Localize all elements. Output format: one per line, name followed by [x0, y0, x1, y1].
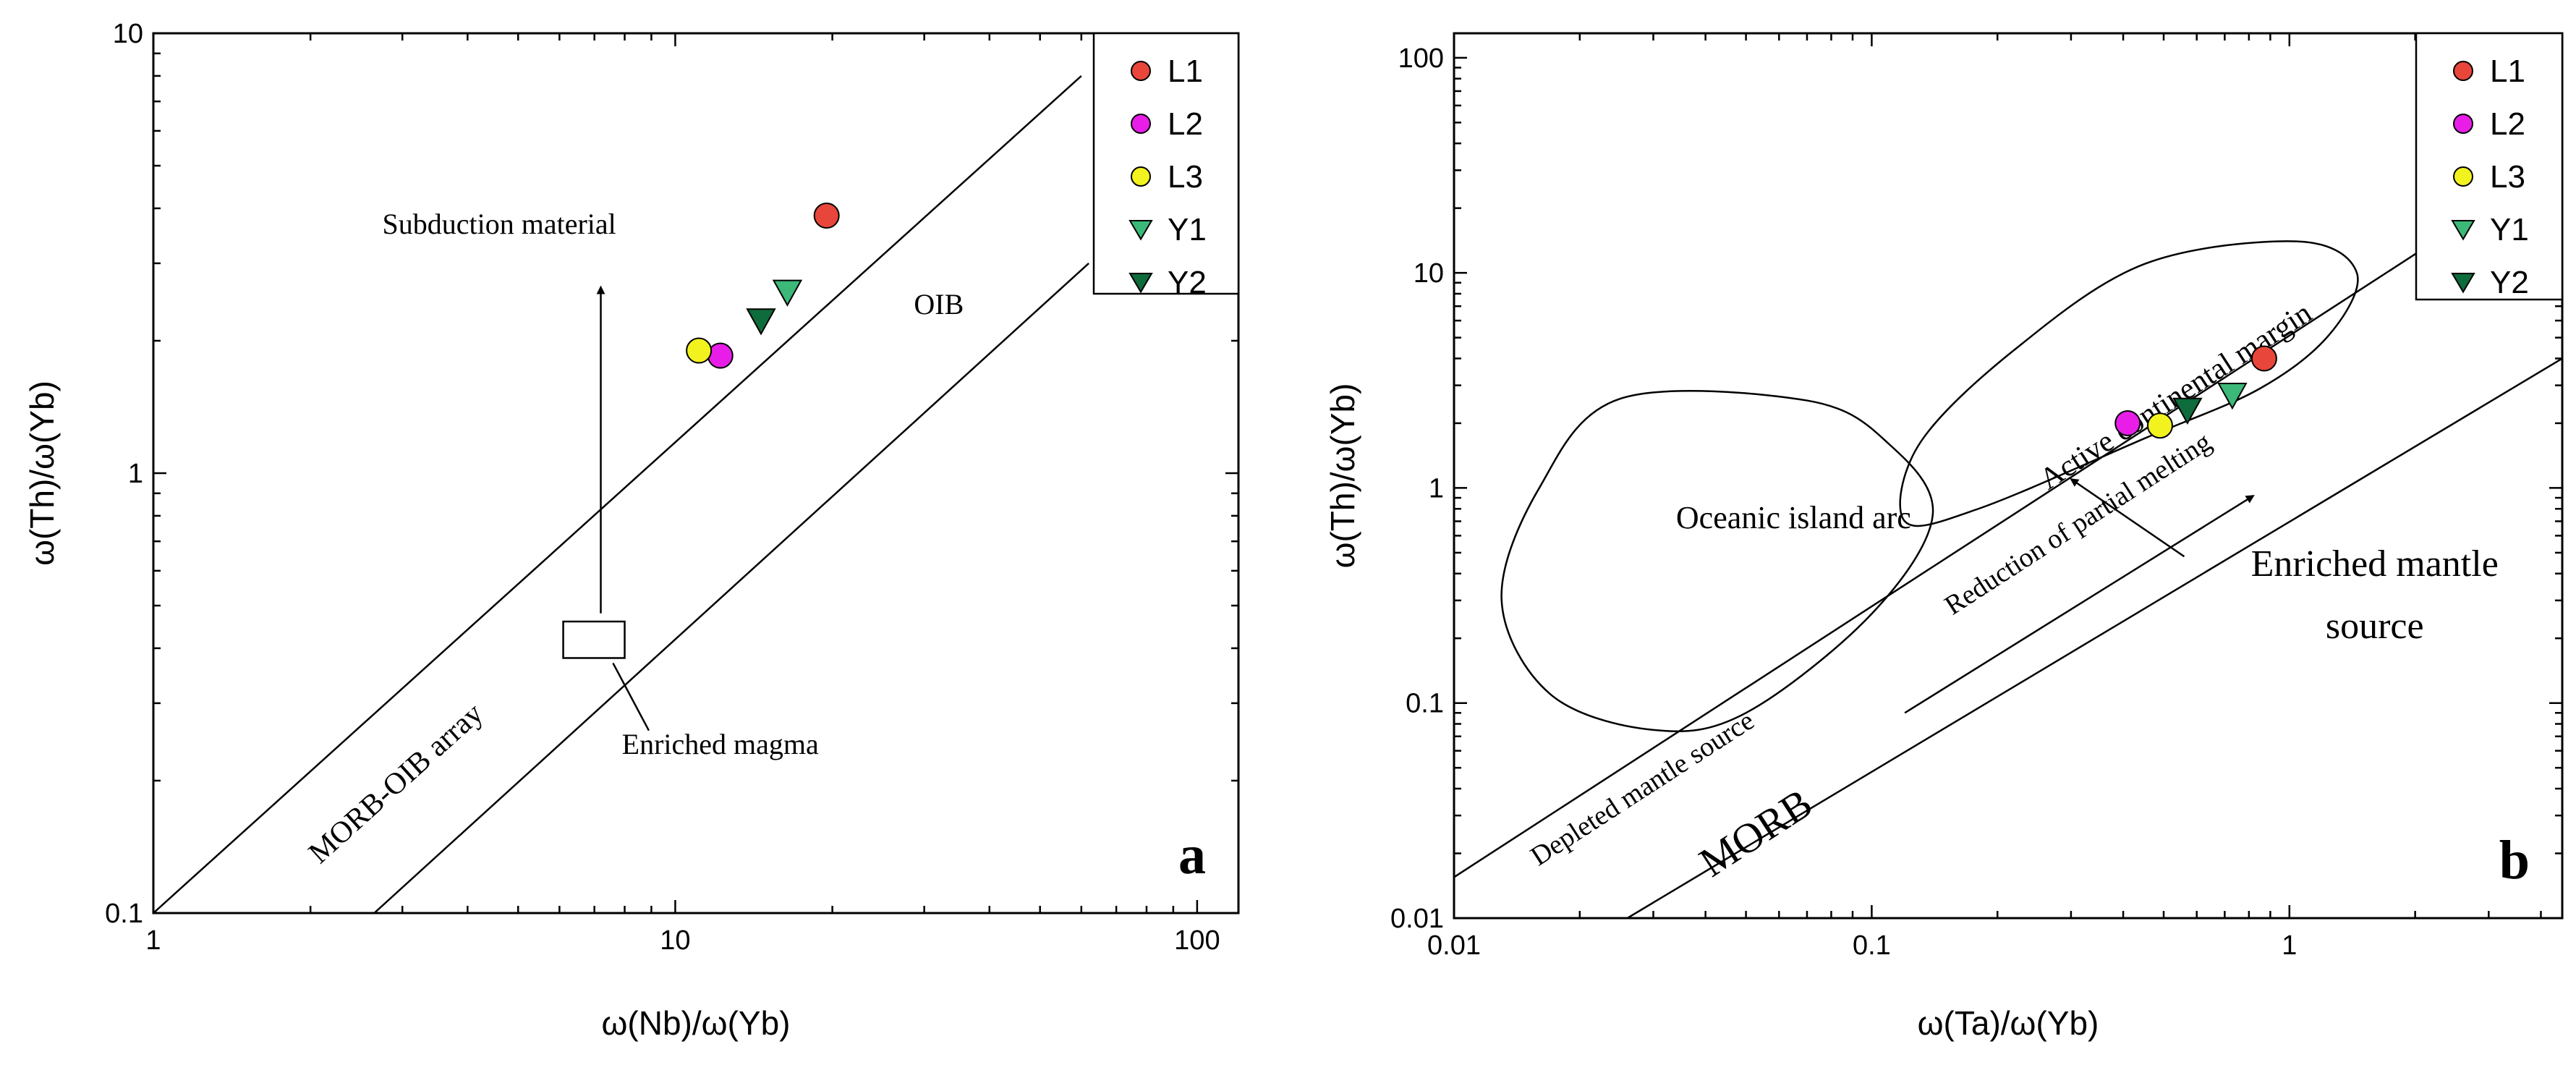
legend-label-L2: L2 [2490, 106, 2525, 142]
point-L1 [813, 203, 840, 229]
legend-marker-Y2 [1128, 273, 1153, 294]
legend: L1 L2 L3 Y1 Y2 [1092, 32, 1240, 300]
annotation-enriched: Enriched magma [622, 728, 819, 760]
x-axis-label: ω(Nb)/ω(Yb) [602, 1004, 791, 1042]
x-tick-label: 100 [1174, 925, 1220, 956]
x-tick-label: 1 [145, 925, 161, 956]
legend-label-L2: L2 [1168, 106, 1203, 142]
point-Y2 [746, 308, 776, 336]
legend-marker-L1 [1131, 61, 1151, 81]
active-continental-margin-field [1899, 240, 2359, 527]
y-tick-label: 0.1 [105, 899, 143, 929]
y-axis-label: ω(Th)/ω(Yb) [1324, 383, 1361, 569]
legend-label-Y1: Y1 [2490, 212, 2529, 247]
legend-marker-L2 [2453, 114, 2473, 134]
panel-label: a [1178, 825, 1206, 886]
y-tick-label: 10 [113, 19, 143, 49]
point-Y1 [772, 279, 803, 307]
y-tick-label: 1 [1429, 473, 1444, 504]
legend-marker-L1 [2453, 61, 2473, 81]
lower-array-line [373, 262, 1089, 913]
partial-melting-arrow [1904, 495, 2255, 714]
x-tick-label: 0.01 [1427, 930, 1481, 961]
legend-label-L3: L3 [1168, 159, 1203, 195]
legend-marker-Y1 [2451, 220, 2475, 241]
plot-frame [1453, 32, 2564, 920]
legend-label-L1: L1 [1168, 54, 1203, 89]
y-axis-label: ω(Th)/ω(Yb) [23, 381, 61, 566]
annotation-array: MORB-OIB array [302, 697, 490, 870]
annotation-subduction: Subduction material [383, 208, 616, 240]
y-tick-label: 1 [128, 459, 143, 489]
annotation-morb: MORB [1691, 779, 1821, 886]
legend-marker-L3 [1131, 166, 1151, 187]
legend-marker-Y1 [1128, 220, 1153, 241]
enriched-magma-pointer [612, 662, 650, 731]
panel-label: b [2499, 830, 2530, 891]
legend: L1 L2 L3 Y1 Y2 [2415, 32, 2564, 301]
point-L2 [2114, 410, 2141, 436]
annotation-enriched_1: Enriched mantle [2251, 543, 2499, 585]
lower-morb-line [1626, 357, 2562, 918]
x-tick-label: 1 [2282, 930, 2297, 961]
legend-marker-L3 [2453, 166, 2473, 187]
annotation-enriched_2: source [2326, 606, 2424, 647]
upper-array-line [153, 75, 1082, 913]
oceanic-island-arc-field [1500, 390, 1934, 733]
point-L3 [686, 337, 713, 364]
y-tick-label: 10 [1414, 258, 1444, 289]
x-tick-label: 10 [660, 925, 690, 956]
annotation-island_arc: Oceanic island arc [1676, 500, 1911, 535]
legend-label-Y2: Y2 [1168, 265, 1207, 300]
legend-label-Y2: Y2 [2490, 265, 2529, 300]
legend-label-Y1: Y1 [1168, 212, 1207, 247]
y-tick-label: 100 [1398, 43, 1444, 74]
y-tick-label: 0.1 [1406, 689, 1444, 719]
legend-box [1092, 32, 1240, 295]
point-Y2 [2172, 397, 2203, 425]
legend-label-L1: L1 [2490, 54, 2525, 89]
point-L3 [2146, 412, 2173, 439]
legend-marker-L2 [1131, 114, 1151, 134]
point-Y1 [2217, 383, 2248, 410]
point-L2 [707, 342, 734, 369]
enriched-magma-box [562, 620, 626, 659]
legend-label-L3: L3 [2490, 159, 2525, 195]
annotation-oib: OIB [914, 288, 964, 321]
point-L1 [2250, 345, 2277, 372]
y-tick-label: 0.01 [1390, 904, 1444, 934]
enriched-mantle-arrow [2070, 478, 2185, 558]
plot-area-a [153, 75, 1089, 913]
x-axis-label: ω(Ta)/ω(Yb) [1918, 1004, 2099, 1042]
x-tick-label: 0.1 [1853, 930, 1891, 961]
panel-a: Subduction material OIB Enriched magma MORB… [23, 19, 1240, 1042]
legend-box [2415, 32, 2564, 301]
plot-frame [152, 32, 1240, 915]
legend-marker-Y2 [2451, 273, 2475, 294]
